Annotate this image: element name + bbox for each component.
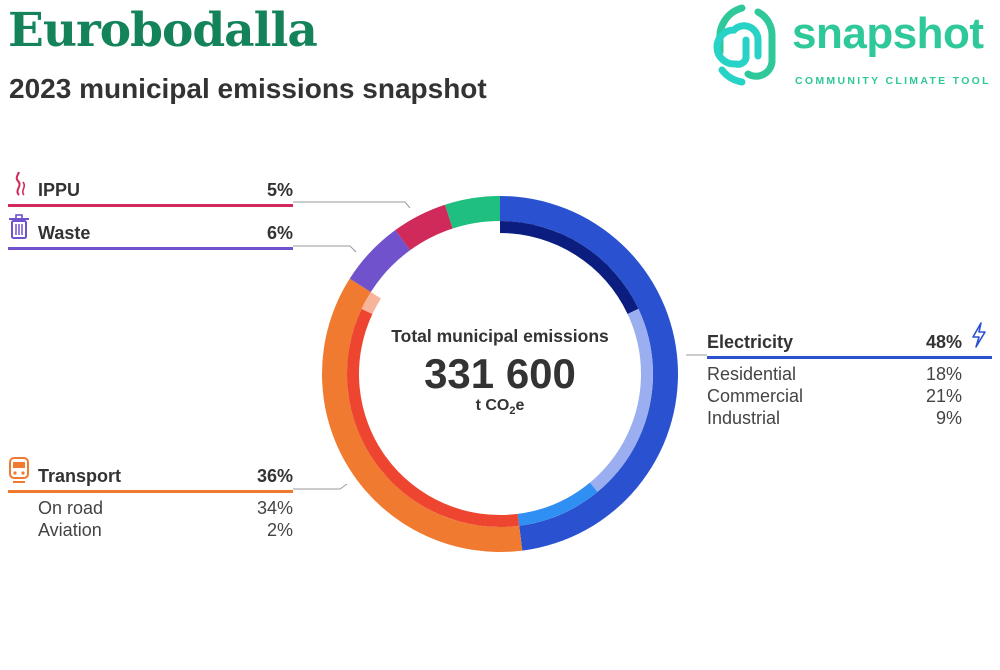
leader-line-transport — [293, 483, 348, 490]
trash-bin-icon — [9, 214, 29, 239]
donut-slice-electricity[interactable] — [500, 196, 679, 551]
donut-slice-waste[interactable] — [349, 229, 411, 293]
subcategory-row: Aviation 2% — [8, 520, 293, 542]
lightning-icon — [972, 322, 986, 348]
subcategory-percent: 21% — [925, 386, 962, 406]
fingerprint-logo-icon — [713, 4, 776, 86]
category-transport[interactable]: Transport 36% On road 34% Aviation 2% — [8, 457, 293, 542]
donut-subslice-aviation[interactable] — [361, 292, 381, 314]
page-subtitle: 2023 municipal emissions snapshot — [9, 73, 487, 104]
leader-line-ippu — [293, 201, 411, 209]
category-underline — [8, 247, 293, 250]
logo-tagline: COMMUNITY CLIMATE TOOL — [795, 75, 991, 87]
page-title: Eurobodalla — [8, 3, 318, 58]
unit-suffix: e — [515, 397, 525, 415]
category-ippu[interactable]: IPPU 5% — [8, 171, 293, 207]
subcategory-name: Industrial — [707, 408, 781, 428]
donut-center-summary: Total municipal emissions 331 600 t CO2e — [380, 326, 620, 417]
subcategory-row: Commercial 21% — [707, 386, 992, 408]
subcategory-name: Aviation — [38, 520, 102, 540]
donut-subslice-commercial[interactable] — [589, 308, 654, 492]
category-name: Transport — [38, 466, 122, 486]
category-underline — [707, 356, 992, 359]
subcategory-name: On road — [38, 498, 104, 518]
category-underline — [8, 204, 293, 207]
unit-prefix: t CO — [475, 397, 510, 415]
category-percent: 5% — [266, 180, 293, 200]
category-underline — [8, 490, 293, 493]
smoke-icon — [15, 171, 26, 196]
category-waste[interactable]: Waste 6% — [8, 214, 293, 250]
subcategory-percent: 2% — [266, 520, 293, 540]
unit-subscript: 2 — [509, 405, 516, 418]
total-emissions-unit: t CO2e — [380, 397, 620, 417]
category-electricity[interactable]: Electricity 48% Residential 18% Commerci… — [707, 322, 992, 430]
subcategory-row: Residential 18% — [707, 364, 992, 386]
category-name: Electricity — [707, 332, 794, 352]
subcategory-row: On road 34% — [8, 498, 293, 520]
total-emissions-label: Total municipal emissions — [391, 326, 609, 346]
subcategory-name: Commercial — [707, 386, 804, 406]
donut-slice-transport[interactable] — [322, 278, 523, 553]
subcategory-percent: 9% — [935, 408, 962, 428]
category-percent: 6% — [266, 223, 293, 243]
leader-line-waste — [293, 245, 357, 253]
category-name: IPPU — [38, 180, 81, 200]
snapshot-logo[interactable]: snapshot COMMUNITY CLIMATE TOOL — [712, 0, 1000, 92]
total-emissions-value: 331 600 — [424, 350, 576, 397]
donut-slice-ippu[interactable] — [395, 204, 453, 251]
subcategory-name: Residential — [707, 364, 797, 384]
subcategory-percent: 34% — [256, 498, 293, 518]
logo-wordmark: snapshot — [792, 9, 984, 58]
donut-slice-other[interactable] — [444, 196, 500, 229]
donut-subslice-residential[interactable] — [500, 221, 639, 314]
donut-subslice-industrial[interactable] — [517, 482, 598, 526]
subcategory-percent: 18% — [925, 364, 962, 384]
category-percent: 48% — [925, 332, 962, 352]
donut-subslice-on-road[interactable] — [347, 308, 520, 528]
category-percent: 36% — [256, 466, 293, 486]
train-icon — [9, 457, 29, 483]
category-name: Waste — [38, 223, 91, 243]
subcategory-row: Industrial 9% — [707, 408, 992, 430]
